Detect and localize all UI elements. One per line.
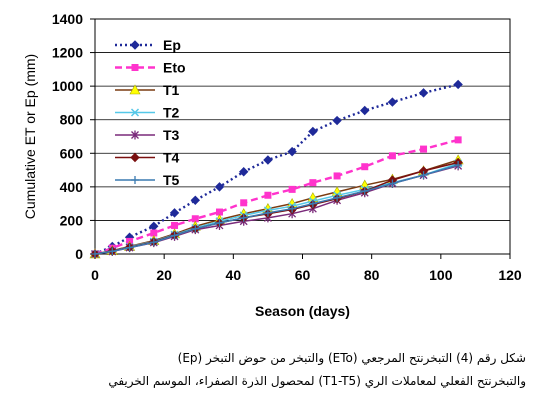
data-point-marker: [308, 199, 317, 208]
data-point-marker: [360, 187, 369, 196]
data-point-marker: [216, 208, 223, 216]
legend-entry-t4: T4: [115, 150, 180, 166]
data-point-marker: [288, 204, 297, 213]
data-point-marker: [169, 208, 180, 218]
data-point-marker: [388, 179, 397, 188]
data-point-marker: [388, 152, 396, 160]
legend-entry-t3: T3: [115, 127, 180, 143]
legend-label: T5: [163, 172, 180, 188]
data-point-marker: [309, 179, 317, 187]
data-point-marker: [420, 145, 428, 153]
data-point-marker: [418, 88, 429, 98]
data-point-marker: [332, 115, 342, 126]
data-point-marker: [333, 193, 342, 202]
legend-label: Eto: [163, 60, 186, 76]
data-point-marker: [129, 84, 141, 95]
series-line: [94, 165, 459, 255]
data-point-marker: [149, 238, 158, 247]
legend-entry-ep: Ep: [115, 37, 181, 53]
data-point-marker: [191, 224, 200, 233]
data-point-marker: [130, 108, 140, 117]
x-tick-label: 40: [226, 267, 242, 283]
data-point-marker: [170, 231, 179, 240]
legend-label: T1: [163, 82, 180, 98]
data-point-marker: [361, 163, 369, 171]
data-point-marker: [190, 195, 200, 205]
data-point-marker: [131, 130, 139, 140]
data-point-marker: [288, 185, 296, 193]
y-axis-title: Cumulative ET or Ep (mm): [22, 54, 38, 219]
legend-entry-t5: T5: [115, 172, 180, 188]
y-tick-label: 400: [60, 179, 84, 195]
data-point-marker: [130, 152, 140, 163]
caption-line-1: شكل رقم (4) التبخرنتح المرجعي (ETo) والت…: [177, 351, 526, 365]
data-point-marker: [215, 218, 224, 227]
caption-line-2: والتبخرنتح الفعلي لمعاملات الري (T1-T5) …: [108, 374, 526, 388]
series-line: [94, 138, 459, 256]
y-tick-label: 200: [60, 212, 84, 228]
data-point-marker: [240, 199, 248, 207]
y-tick-label: 1000: [52, 78, 83, 94]
data-point-marker: [131, 176, 139, 184]
legend-label: T4: [163, 150, 180, 166]
series-t5: [91, 161, 463, 258]
x-tick-label: 100: [429, 267, 453, 283]
data-point-marker: [125, 243, 134, 252]
legend-entry-t1: T1: [115, 82, 180, 98]
data-point-marker: [360, 105, 370, 116]
data-point-marker: [239, 213, 248, 222]
data-point-marker: [419, 171, 428, 180]
y-tick-label: 600: [60, 145, 84, 161]
x-tick-label: 80: [364, 267, 380, 283]
data-point-marker: [130, 40, 140, 50]
data-point-marker: [108, 247, 117, 256]
gridlines: [95, 18, 510, 255]
data-point-marker: [333, 172, 341, 180]
series-ep: [90, 79, 463, 259]
data-point-marker: [214, 182, 225, 192]
data-point-marker: [264, 191, 272, 199]
data-point-marker: [239, 167, 249, 177]
x-tick-label: 60: [295, 267, 311, 283]
data-point-marker: [454, 161, 463, 170]
x-tick-label: 120: [498, 267, 522, 283]
y-tick-label: 0: [75, 246, 83, 262]
series-group: [89, 79, 464, 259]
data-point-marker: [454, 136, 462, 144]
data-point-marker: [263, 208, 272, 217]
legend-label: Ep: [163, 37, 181, 53]
series-line: [94, 83, 459, 256]
axes: 0 200 400 600 800 1000 1200 1400 0 20 40 60 80 100 120: [52, 11, 522, 283]
y-tick-label: 1200: [52, 45, 83, 61]
series-eto: [91, 136, 462, 258]
legend-label: T2: [163, 105, 180, 121]
y-tick-label: 1400: [52, 11, 83, 27]
legend-entry-eto: Eto: [115, 60, 186, 76]
data-point-marker: [131, 64, 139, 71]
data-point-marker: [287, 146, 297, 157]
data-point-marker: [91, 250, 99, 258]
y-tick-label: 800: [60, 112, 84, 128]
legend-label: T3: [163, 127, 180, 143]
legend-entry-t2: T2: [115, 105, 180, 121]
data-point-marker: [150, 229, 158, 237]
data-point-marker: [308, 126, 318, 137]
x-tick-label: 20: [156, 267, 172, 283]
data-point-marker: [191, 215, 199, 223]
x-axis-title: Season (days): [255, 303, 350, 319]
data-point-marker: [149, 221, 159, 232]
data-point-marker: [387, 97, 398, 107]
data-point-marker: [263, 155, 273, 165]
cumulative-et-chart: 0 200 400 600 800 1000 1200 1400 0 20 40 60 80 100 120…: [22, 11, 522, 319]
x-tick-label: 0: [91, 267, 99, 283]
series-line: [94, 159, 459, 255]
plot-area-frame: [94, 18, 511, 255]
legend: Ep Eto T1 T2 T3 T4 T5: [115, 37, 186, 188]
data-point-marker: [453, 79, 463, 90]
series-line: [94, 164, 459, 255]
data-point-marker: [171, 221, 179, 229]
